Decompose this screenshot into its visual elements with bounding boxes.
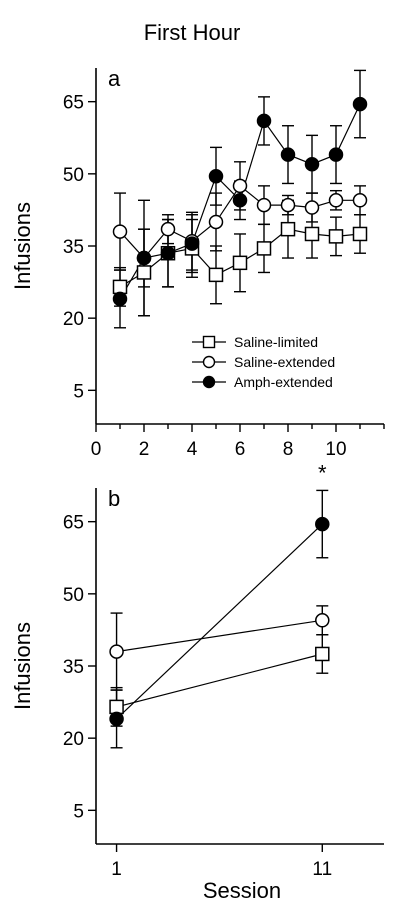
point-saline-extended xyxy=(315,613,330,628)
point-amph-extended xyxy=(304,156,320,172)
point-amph-extended xyxy=(109,711,124,727)
legend-marker-open-circle xyxy=(202,355,216,369)
x-axis-label: Session xyxy=(203,878,281,903)
point-saline-extended xyxy=(208,214,224,230)
legend-label: Saline-extended xyxy=(234,354,335,370)
point-saline-limited xyxy=(136,265,152,280)
y-tick-label: 20 xyxy=(63,309,84,330)
point-saline-limited xyxy=(328,229,344,244)
point-saline-limited xyxy=(232,255,248,271)
point-amph-extended xyxy=(112,291,128,307)
y-tick-label: 65 xyxy=(63,513,84,534)
legend-label: Amph-extended xyxy=(234,374,333,390)
point-amph-extended xyxy=(232,193,248,208)
x-tick-label: 2 xyxy=(139,439,150,460)
series-line-saline-limited xyxy=(116,653,323,708)
panel-a: 5 20 35 50 65 0 2 4 6 8 10 Infusions a Saline-limited… xyxy=(10,66,385,460)
point-saline-limited xyxy=(109,699,124,715)
x-tick-label: 10 xyxy=(325,439,346,460)
point-saline-extended xyxy=(160,221,176,237)
x-tick-label: 0 xyxy=(91,439,102,460)
series-line-saline-extended xyxy=(116,619,323,653)
significance-annotation: * xyxy=(318,460,327,485)
point-saline-extended xyxy=(280,197,296,213)
point-saline-extended xyxy=(112,224,128,239)
y-axis-label: Infusions xyxy=(10,622,35,710)
figure-title: First Hour xyxy=(144,20,241,45)
point-amph-extended xyxy=(160,245,176,261)
point-amph-extended xyxy=(208,168,224,184)
point-amph-extended xyxy=(184,236,200,251)
y-tick-label: 50 xyxy=(63,585,84,606)
legend-marker-square xyxy=(202,335,216,349)
point-saline-limited xyxy=(304,226,320,242)
point-saline-limited xyxy=(112,279,128,295)
point-amph-extended xyxy=(256,113,272,129)
point-amph-extended xyxy=(280,147,296,162)
legend-label: Saline-limited xyxy=(234,334,318,350)
series-line-amph-extended xyxy=(116,523,323,720)
point-amph-extended xyxy=(328,147,344,162)
y-tick-label: 5 xyxy=(73,801,84,822)
y-tick-label: 35 xyxy=(63,657,84,678)
point-saline-limited xyxy=(280,221,296,237)
point-amph-extended xyxy=(315,516,330,532)
y-axis-label: Infusions xyxy=(10,202,35,290)
point-saline-extended xyxy=(352,193,368,208)
point-saline-extended xyxy=(328,193,344,208)
y-tick-label: 35 xyxy=(63,237,84,258)
panel-letter: a xyxy=(108,66,121,91)
y-tick-label: 5 xyxy=(73,381,84,402)
panel-letter: b xyxy=(108,486,120,511)
y-tick-label: 65 xyxy=(63,93,84,114)
legend-marker-filled-circle xyxy=(202,375,216,389)
point-saline-extended xyxy=(304,200,320,215)
point-saline-limited xyxy=(315,646,330,662)
point-saline-limited xyxy=(352,226,368,242)
point-saline-limited xyxy=(256,241,272,256)
x-tick-label: 11 xyxy=(312,859,332,880)
x-tick-label: 8 xyxy=(283,439,294,460)
y-tick-label: 20 xyxy=(63,729,84,750)
x-tick-label: 6 xyxy=(235,439,246,460)
point-amph-extended xyxy=(136,250,152,266)
point-saline-limited xyxy=(208,267,224,283)
point-saline-extended xyxy=(256,197,272,213)
x-tick-label: 4 xyxy=(187,439,198,460)
x-tick-label: 1 xyxy=(111,859,122,880)
point-saline-extended xyxy=(109,644,124,659)
y-tick-label: 50 xyxy=(63,165,84,186)
point-saline-extended xyxy=(232,178,248,194)
point-amph-extended xyxy=(352,96,368,112)
